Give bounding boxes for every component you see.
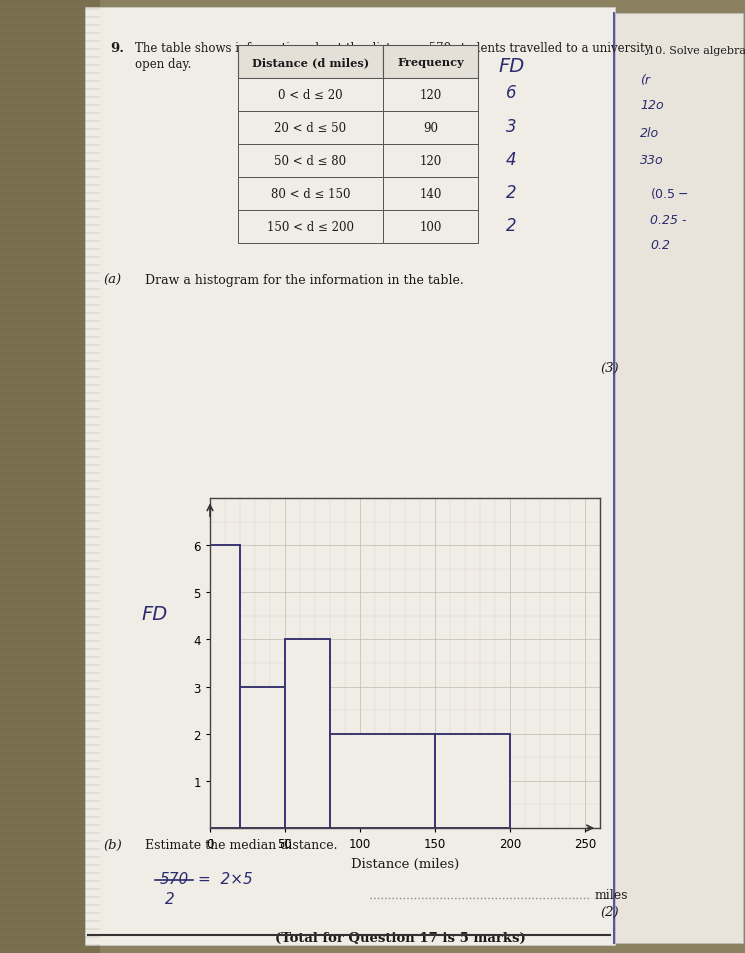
Text: open day.: open day. [135, 58, 191, 71]
Bar [383, 46, 478, 79]
Bar [238, 79, 383, 112]
Text: (3): (3) [600, 361, 618, 375]
Text: Frequency: Frequency [397, 57, 464, 68]
Bar [383, 145, 478, 178]
Text: 2: 2 [165, 891, 175, 906]
Text: 0.25 -: 0.25 - [650, 213, 686, 227]
Text: 3: 3 [506, 118, 516, 136]
Text: 9.: 9. [110, 42, 124, 55]
Bar [330, 734, 435, 828]
Text: 90: 90 [423, 122, 438, 135]
Text: 100: 100 [419, 221, 442, 233]
Text: 2: 2 [506, 216, 516, 234]
Text: 140: 140 [419, 188, 442, 201]
Bar [435, 734, 510, 828]
Bar [238, 112, 383, 145]
Text: miles: miles [595, 888, 629, 902]
Bar [285, 639, 330, 828]
Text: 80 < d ≤ 150: 80 < d ≤ 150 [270, 188, 350, 201]
Text: 570: 570 [160, 871, 189, 886]
Text: 2: 2 [506, 184, 516, 202]
Text: (b): (b) [103, 838, 121, 851]
Bar [383, 79, 478, 112]
Text: The table shows information about the distances 570 students travelled to a univ: The table shows information about the di… [135, 42, 651, 55]
Bar [240, 687, 285, 828]
Bar [383, 112, 478, 145]
Bar [615, 14, 743, 943]
Bar [85, 8, 615, 945]
Text: Draw a histogram for the information in the table.: Draw a histogram for the information in … [145, 274, 463, 287]
Text: (Total for Question 17 is 5 marks): (Total for Question 17 is 5 marks) [275, 931, 525, 944]
Text: 150 < d ≤ 200: 150 < d ≤ 200 [267, 221, 354, 233]
Text: 6: 6 [506, 84, 516, 102]
Text: 120: 120 [419, 154, 442, 168]
Text: (a): (a) [103, 274, 121, 287]
Text: 120: 120 [419, 89, 442, 102]
Text: 50 < d ≤ 80: 50 < d ≤ 80 [274, 154, 346, 168]
Bar [238, 46, 383, 79]
Text: FD: FD [141, 604, 167, 623]
Text: Estimate the median distance.: Estimate the median distance. [145, 838, 337, 851]
Text: 0 < d ≤ 20: 0 < d ≤ 20 [278, 89, 343, 102]
Text: 12o: 12o [640, 99, 664, 112]
Bar [383, 211, 478, 244]
Bar [238, 145, 383, 178]
Text: 4: 4 [506, 151, 516, 169]
Text: (r: (r [640, 74, 650, 87]
Text: 20 < d ≤ 50: 20 < d ≤ 50 [274, 122, 346, 135]
Text: 2lo: 2lo [640, 127, 659, 140]
Text: 33o: 33o [640, 153, 664, 167]
Bar [210, 545, 240, 828]
X-axis label: Distance (miles): Distance (miles) [351, 857, 459, 870]
Text: (2): (2) [600, 905, 618, 918]
Text: 10. Solve algebrai: 10. Solve algebrai [648, 46, 745, 56]
Bar [238, 211, 383, 244]
Text: FD: FD [498, 57, 524, 76]
Text: Distance (d miles): Distance (d miles) [252, 57, 369, 68]
Bar [238, 178, 383, 211]
Bar [383, 178, 478, 211]
Text: $(0.5 -$: $(0.5 -$ [650, 186, 688, 201]
Text: =  2×5: = 2×5 [198, 871, 253, 886]
Bar [0, 0, 100, 953]
Text: 0.2: 0.2 [650, 239, 670, 252]
